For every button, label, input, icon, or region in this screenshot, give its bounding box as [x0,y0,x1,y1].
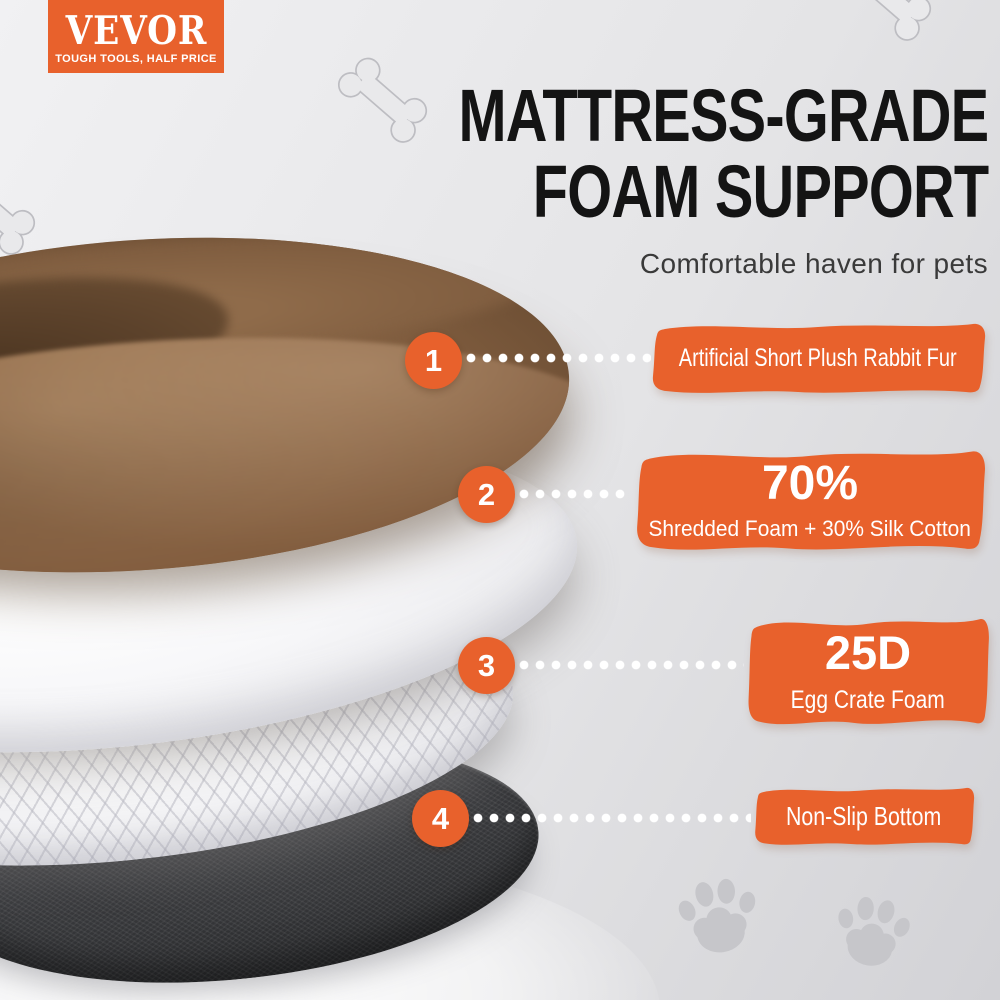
plush-top-layer [0,210,581,600]
brand-tagline: TOUGH TOOLS, HALF PRICE [55,53,217,65]
banner-ribbon-shape [637,451,985,550]
callout-1-number-text: 1 [424,342,443,378]
callout-4-dotted-line [473,813,751,823]
bone-icon [0,183,36,255]
banner-ribbon-shape [652,323,986,393]
callout-4-label: Non-Slip Bottom [786,800,942,831]
callout-1-banner: Artificial Short Plush Rabbit Fur [648,318,988,398]
callout-1-number: 1 [405,332,462,389]
callout-2-banner: 70% Shredded Foam + 30% Silk Cotton [632,443,988,557]
brand-logo: VEVOR TOUGH TOOLS, HALF PRICE [48,0,224,73]
callout-4-banner: Non-Slip Bottom [752,783,976,849]
callout-2-label: Shredded Foam + 30% Silk Cotton [648,516,972,541]
callout-2-dotted-line [519,489,631,499]
callout-1-dotted-line [466,353,651,363]
callout-3-headline: 25D [824,625,912,679]
callout-2-headline: 70% [761,457,859,510]
banner-ribbon-shape [755,787,975,845]
brand-logo-text: VEVOR [65,8,207,54]
page-title-line-1: MATTRESS-GRADE [458,74,989,157]
callout-3-number: 3 [458,637,515,694]
page-subtitle: Comfortable haven for pets [639,248,988,279]
callout-3-banner: 25D Egg Crate Foam [745,610,991,732]
callout-4-number: 4 [412,790,469,847]
header: MATTRESS-GRADE FOAM SUPPORT Comfortable … [309,74,989,280]
callout-2-number-text: 2 [477,476,496,512]
bone-icon [859,0,932,41]
callout-4-number-text: 4 [431,800,450,836]
callout-2-number: 2 [458,466,515,523]
callout-3-dotted-line [519,660,744,670]
callout-3-label: Egg Crate Foam [790,685,946,714]
paw-icon [838,896,910,966]
callout-3-number-text: 3 [477,647,496,683]
callout-1-label: Artificial Short Plush Rabbit Fur [679,343,957,372]
paw-icon [678,878,756,953]
bone-icon [337,57,428,143]
page-title-line-2: FOAM SUPPORT [532,150,988,233]
banner-ribbon-shape [748,618,989,725]
